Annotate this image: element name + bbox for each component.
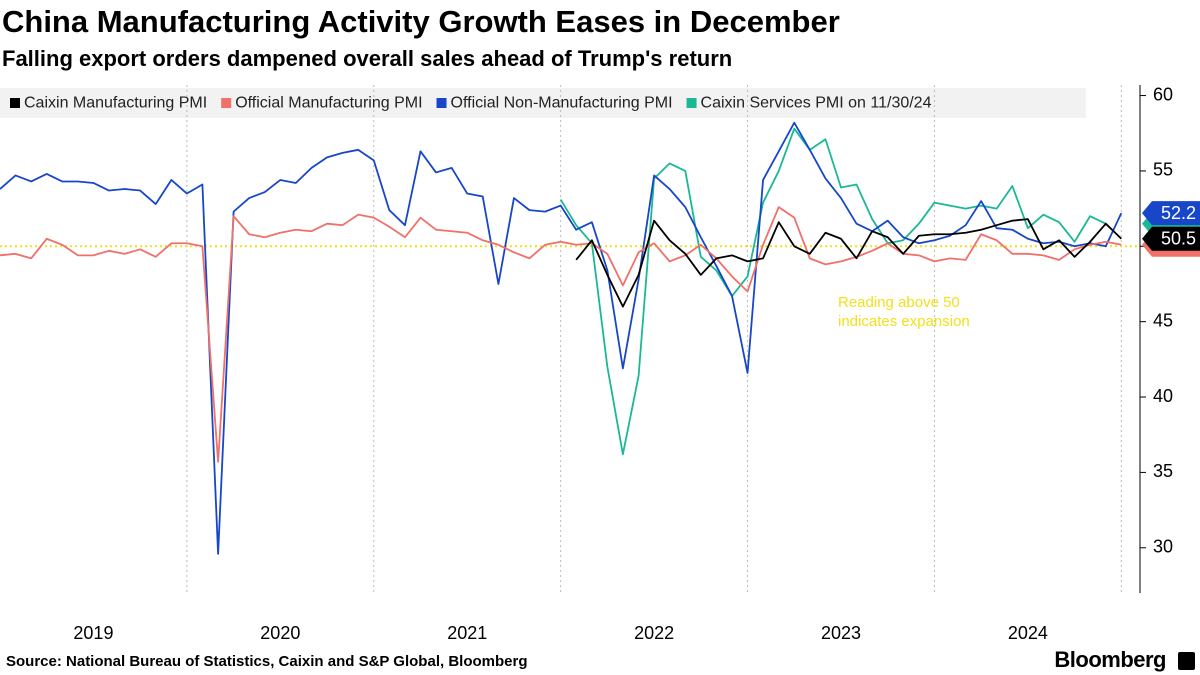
legend-label: Official Manufacturing PMI [235, 95, 422, 112]
source: Source: National Bureau of Statistics, C… [6, 653, 527, 670]
end-label: 50.5 [1161, 229, 1196, 249]
end-tag [1142, 226, 1200, 251]
chart-title: China Manufacturing Activity Growth Ease… [2, 4, 840, 39]
x-tick-label: 2019 [73, 623, 113, 643]
annotation: indicates expansion [838, 313, 970, 330]
legend-swatch [436, 98, 447, 108]
legend-swatch [686, 98, 697, 108]
series-line [0, 121, 1123, 555]
legend-label: Caixin Manufacturing PMI [24, 95, 207, 112]
x-tick-label: 2020 [260, 623, 300, 643]
end-tag [1142, 201, 1200, 226]
legend-swatch [221, 98, 232, 108]
x-tick-label: 2021 [447, 623, 487, 643]
x-tick-label: 2022 [634, 623, 674, 643]
x-tick-label: 2024 [1008, 623, 1048, 643]
logo: Bloomberg [1054, 647, 1166, 672]
y-tick-label: 60 [1153, 84, 1173, 104]
y-tick-label: 30 [1153, 537, 1173, 557]
end-label: 52.2 [1161, 203, 1196, 223]
x-tick-label: 2023 [821, 623, 861, 643]
legend-label: Caixin Services PMI on 11/30/24 [701, 95, 932, 112]
annotation: Reading above 50 [838, 294, 960, 311]
logo-icon [1178, 652, 1195, 670]
chart-subtitle: Falling export orders dampened overall s… [2, 46, 732, 71]
legend-swatch [10, 98, 20, 108]
legend-background [0, 88, 1086, 118]
y-tick-label: 55 [1153, 160, 1173, 180]
legend-label: Official Non-Manufacturing PMI [451, 95, 673, 112]
y-tick-label: 40 [1153, 386, 1173, 406]
series-line [575, 218, 1122, 308]
series-line [559, 127, 1107, 456]
y-tick-label: 45 [1153, 310, 1173, 330]
y-tick-label: 35 [1153, 461, 1173, 481]
series-line [0, 206, 1122, 463]
